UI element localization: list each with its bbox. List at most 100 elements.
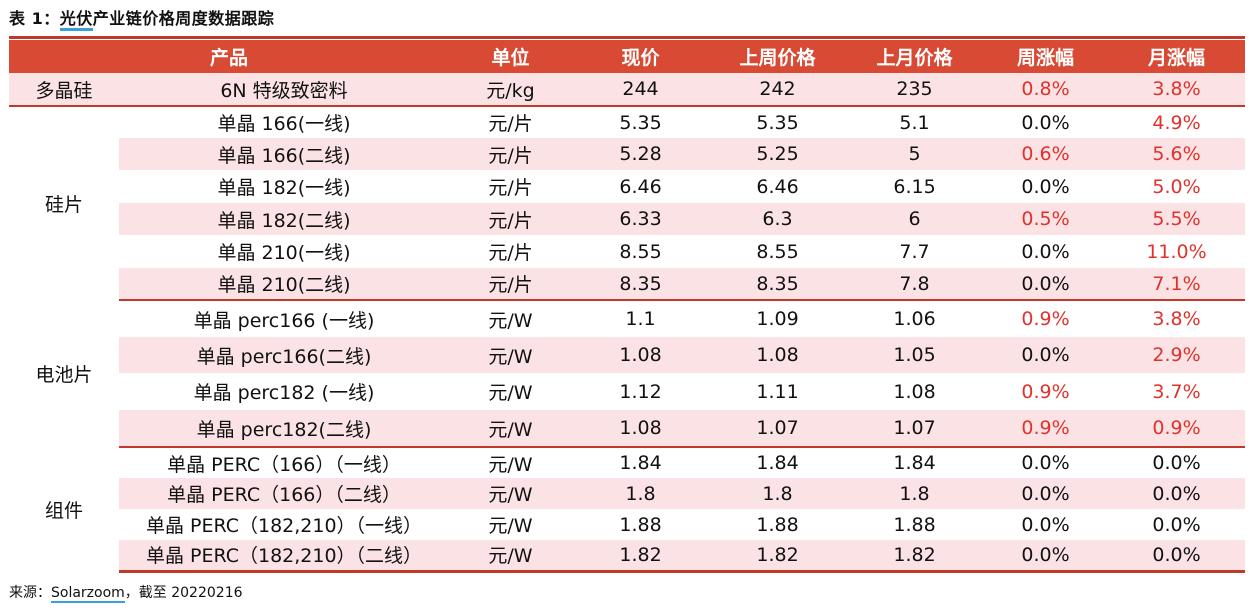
last-month-cell: 1.08 <box>893 380 936 403</box>
table-title-prefix: 表 1： <box>9 9 60 28</box>
table-row: 单晶 182(一线) 元/片 6.46 6.46 6.15 0.0% 5.0% <box>9 170 1245 203</box>
source-suffix: ，截至 20220216 <box>124 585 243 601</box>
table-row: 单晶 PERC（166）（二线） 元/W 1.8 1.8 1.8 0.0% 0.0% <box>9 478 1246 509</box>
wow-cell: 0.0% <box>1021 111 1070 134</box>
wow-cell: 0.8% <box>983 73 1109 107</box>
mom-cell: 0.0% <box>1108 478 1246 509</box>
product-cell: 单晶 PERC（166）（一线） <box>167 453 401 476</box>
header-wow: 周涨幅 <box>983 40 1109 73</box>
product-cell: 单晶 166(二线) <box>119 138 450 170</box>
price-cell: 1.88 <box>619 513 662 536</box>
header-last-month: 上月价格 <box>846 40 984 73</box>
last-month-cell: 6 <box>846 203 984 235</box>
wow-cell: 0.9% <box>1021 308 1070 330</box>
price-cell: 5.28 <box>572 138 710 170</box>
last-week-cell: 5.25 <box>709 138 847 170</box>
wow-cell: 0.0% <box>983 478 1109 509</box>
unit-cell: 元/kg <box>449 73 573 107</box>
header-last-week: 上周价格 <box>709 40 847 73</box>
table-title: 表 1：光伏产业链价格周度数据跟踪 <box>9 5 275 31</box>
category-cell: 组件 <box>9 447 119 571</box>
product-cell: 6N 特级致密料 <box>119 73 450 107</box>
price-table: 产品 单位 现价 上周价格 上月价格 周涨幅 月涨幅 多晶硅 6N 特级致密料 元/… <box>9 40 1246 573</box>
mom-cell: 2.9% <box>1108 337 1246 373</box>
unit-cell: 元/W <box>449 540 573 573</box>
last-week-cell: 6.3 <box>709 203 847 235</box>
last-month-cell: 1.05 <box>846 337 984 373</box>
table-body: 多晶硅 6N 特级致密料 元/kg 244 242 235 0.8% 3.8% 硅片 单晶 166… <box>9 73 1246 573</box>
table-row: 单晶 PERC（182,210）（二线） 元/W 1.82 1.82 1.82 0.0% 0… <box>9 540 1246 573</box>
price-cell: 244 <box>572 73 710 107</box>
mom-cell: 0.0% <box>1152 513 1201 536</box>
unit-cell: 元/W <box>449 478 573 509</box>
product-cell: 单晶 210(一线) <box>217 242 351 264</box>
price-cell: 1.1 <box>625 308 656 330</box>
wow-cell: 0.5% <box>983 203 1109 235</box>
table-row: 电池片 单晶 perc166 (一线) 元/W 1.1 1.09 1.06 0.9% 3.8% <box>9 300 1245 447</box>
last-week-cell: 1.11 <box>756 380 799 403</box>
product-cell: 单晶 PERC（182,210）（一线） <box>145 515 423 537</box>
product-cell: 单晶 perc166(二线) <box>119 337 450 373</box>
price-cell: 1.82 <box>572 540 710 573</box>
last-week-cell: 1.84 <box>756 452 799 474</box>
mom-cell: 3.8% <box>1152 308 1201 330</box>
table-title-rest: 产业链价格周度数据跟踪 <box>92 9 275 28</box>
category-cell: 硅片 <box>9 106 119 300</box>
price-cell: 1.08 <box>572 337 710 373</box>
unit-cell: 元/W <box>488 382 533 404</box>
last-week-cell: 1.09 <box>756 308 799 330</box>
last-week-cell: 242 <box>709 73 847 107</box>
source-note: 来源：Solarzoom，截至 20220216 <box>9 582 243 603</box>
wow-cell: 0.0% <box>1021 175 1070 198</box>
header-mom: 月涨幅 <box>1108 40 1246 73</box>
last-month-cell: 7.7 <box>899 240 930 263</box>
wow-cell: 0.0% <box>983 540 1109 573</box>
last-month-cell: 6.15 <box>893 175 936 198</box>
product-cell: 单晶 perc182(二线) <box>119 410 450 448</box>
unit-cell: 元/片 <box>449 203 573 235</box>
product-cell: 单晶 166(一线) <box>217 113 351 135</box>
product-cell: 单晶 PERC（166）（二线） <box>119 478 450 509</box>
price-cell: 8.55 <box>619 240 662 263</box>
mom-cell: 3.8% <box>1108 73 1246 107</box>
header-product: 产品 <box>9 40 450 73</box>
table-row: 单晶 PERC（182,210）（一线） 元/W 1.88 1.88 1.88 0.0% 0… <box>9 509 1245 540</box>
source-prefix: 来源： <box>9 585 51 601</box>
product-cell: 单晶 182(一线) <box>217 177 351 199</box>
table-row: 单晶 210(一线) 元/片 8.55 8.55 7.7 0.0% 11.0% <box>9 235 1245 268</box>
product-cell: 单晶 182(二线) <box>119 203 450 235</box>
wow-cell: 0.6% <box>983 138 1109 170</box>
unit-cell: 元/W <box>449 410 573 448</box>
category-cell: 电池片 <box>9 300 119 447</box>
header-price: 现价 <box>572 40 710 73</box>
last-week-cell: 1.82 <box>709 540 847 573</box>
unit-cell: 元/W <box>488 309 533 332</box>
price-cell: 6.33 <box>572 203 710 235</box>
price-cell: 1.84 <box>619 452 662 474</box>
table-row: 单晶 perc182 (一线) 元/W 1.12 1.11 1.08 0.9% 3.7% <box>9 373 1245 410</box>
last-month-cell: 5.1 <box>899 111 930 134</box>
mom-cell: 7.1% <box>1108 268 1246 301</box>
last-month-cell: 1.07 <box>846 410 984 448</box>
last-month-cell: 235 <box>846 73 984 107</box>
table-row: 单晶 182(二线) 元/片 6.33 6.3 6 0.5% 5.5% <box>9 203 1246 235</box>
unit-cell: 元/片 <box>488 177 533 199</box>
wow-cell: 0.0% <box>1021 240 1070 263</box>
mom-cell: 5.6% <box>1108 138 1246 170</box>
last-week-cell: 5.35 <box>756 111 799 134</box>
last-week-cell: 1.08 <box>709 337 847 373</box>
table-row: 多晶硅 6N 特级致密料 元/kg 244 242 235 0.8% 3.8% <box>9 73 1246 107</box>
wow-cell: 0.0% <box>983 268 1109 301</box>
last-week-cell: 6.46 <box>756 175 799 198</box>
last-month-cell: 7.8 <box>846 268 984 301</box>
product-cell: 单晶 PERC（182,210）（二线） <box>119 540 450 573</box>
table-row: 单晶 166(二线) 元/片 5.28 5.25 5 0.6% 5.6% <box>9 138 1246 170</box>
product-cell: 单晶 210(二线) <box>119 268 450 301</box>
mom-cell: 0.0% <box>1152 452 1201 474</box>
wow-cell: 0.0% <box>1021 452 1070 474</box>
price-cell: 1.08 <box>572 410 710 448</box>
top-rule <box>9 36 1245 39</box>
last-week-cell: 8.55 <box>756 240 799 263</box>
last-month-cell: 1.82 <box>846 540 984 573</box>
unit-cell: 元/片 <box>449 138 573 170</box>
